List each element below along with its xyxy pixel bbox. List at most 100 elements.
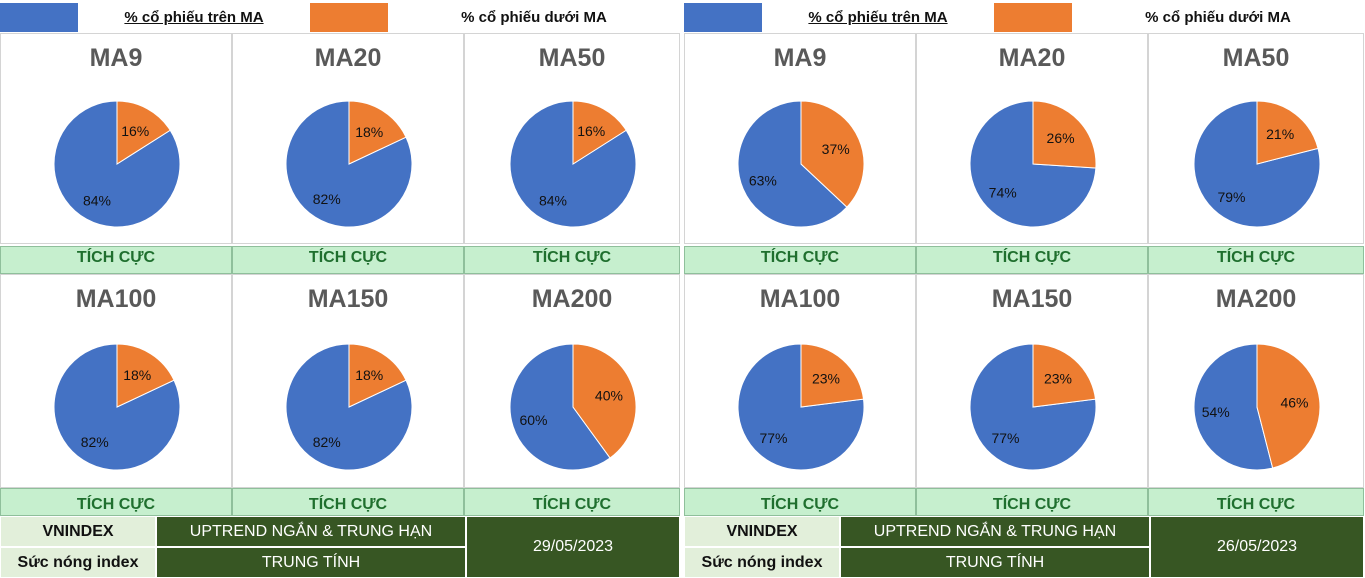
summary-footer: VNINDEX Sức nóng index UPTREND NGẮN & TRUN… — [0, 516, 680, 578]
status-ma150: TÍCH CỰC — [916, 488, 1148, 516]
label-above: 82% — [313, 434, 341, 450]
chart-ma150: MA150 82% 18% — [232, 274, 464, 488]
date-value: 29/05/2023 — [466, 516, 680, 578]
label-above: 74% — [989, 184, 1017, 200]
label-below: 26% — [1047, 130, 1075, 146]
legend-label-above: % cổ phiếu trên MA — [808, 9, 948, 26]
legend-swatch-above — [0, 3, 78, 32]
slice-below — [348, 343, 407, 408]
chart-title: MA50 — [538, 44, 606, 72]
label-above: 77% — [759, 430, 787, 446]
slice-above — [969, 343, 1097, 471]
slice-above — [1193, 343, 1274, 471]
chart-ma9: MA9 63% 37% — [684, 33, 916, 244]
index-label: VNINDEX — [0, 516, 156, 547]
status-ma20: TÍCH CỰC — [232, 246, 464, 274]
status-ma200: TÍCH CỰC — [464, 488, 680, 516]
status-ma9: TÍCH CỰC — [0, 246, 232, 274]
pie-svg: 82% 18% — [285, 100, 413, 228]
chart-ma200: MA200 54% 46% — [1148, 274, 1364, 488]
label-above: 77% — [991, 430, 1019, 446]
label-below: 18% — [123, 367, 151, 383]
status-ma20: TÍCH CỰC — [916, 246, 1148, 274]
legend-label-below: % cổ phiếu dưới MA — [461, 9, 607, 26]
slice-above — [509, 343, 611, 471]
chart-title: MA9 — [89, 44, 143, 72]
legend-label-below: % cổ phiếu dưới MA — [1145, 9, 1291, 26]
slice-below — [116, 100, 171, 165]
legend: % cổ phiếu trên MA % cổ phiếu dưới MA — [684, 3, 1364, 32]
trend-value: UPTREND NGẮN & TRUNG HẠN — [156, 516, 466, 547]
chart-ma50: MA50 79% 21% — [1148, 33, 1364, 244]
pie-svg: 60% 40% — [509, 343, 637, 471]
status-ma100: TÍCH CỰC — [0, 488, 232, 516]
label-above: 84% — [83, 192, 111, 208]
slice-below — [800, 100, 865, 208]
pie-svg: 77% 23% — [737, 343, 865, 471]
pie-svg: 82% 18% — [285, 343, 413, 471]
label-above: 82% — [313, 191, 341, 207]
panel-1: % cổ phiếu trên MA % cổ phiếu dưới MA MA9 8… — [0, 0, 680, 578]
panel-2: % cổ phiếu trên MA % cổ phiếu dưới MA MA9 6… — [684, 0, 1364, 578]
chart-title: MA150 — [991, 285, 1073, 313]
chart-title: MA50 — [1222, 44, 1290, 72]
slice-below — [1032, 343, 1097, 408]
chart-title: MA200 — [1215, 285, 1297, 313]
chart-ma200: MA200 60% 40% — [464, 274, 680, 488]
chart-ma50: MA50 84% 16% — [464, 33, 680, 244]
heat-label: Sức nóng index — [0, 547, 156, 578]
status-ma9: TÍCH CỰC — [684, 246, 916, 274]
slice-below — [572, 100, 627, 165]
trend-value: UPTREND NGẮN & TRUNG HẠN — [840, 516, 1150, 547]
legend-swatch-above — [684, 3, 762, 32]
heat-value: TRUNG TÍNH — [840, 547, 1150, 578]
legend-swatch-below — [994, 3, 1072, 32]
chart-title: MA100 — [75, 285, 157, 313]
slice-below — [116, 343, 175, 408]
label-above: 54% — [1202, 404, 1230, 420]
chart-title: MA100 — [759, 285, 841, 313]
status-ma50: TÍCH CỰC — [464, 246, 680, 274]
legend-label-above: % cổ phiếu trên MA — [124, 9, 264, 26]
slice-below — [1032, 100, 1097, 169]
label-above: 79% — [1217, 189, 1245, 205]
slice-below — [348, 100, 407, 165]
chart-ma150: MA150 77% 23% — [916, 274, 1148, 488]
chart-title: MA200 — [531, 285, 613, 313]
heat-label: Sức nóng index — [684, 547, 840, 578]
status-ma200: TÍCH CỰC — [1148, 488, 1364, 516]
date-value: 26/05/2023 — [1150, 516, 1364, 578]
slice-below — [1256, 100, 1319, 165]
label-above: 63% — [749, 173, 777, 189]
chart-title: MA9 — [773, 44, 827, 72]
pie-svg: 54% 46% — [1193, 343, 1321, 471]
slice-below — [800, 343, 865, 408]
label-below: 23% — [1044, 371, 1072, 387]
label-below: 18% — [355, 124, 383, 140]
chart-title: MA20 — [314, 44, 382, 72]
slice-above — [737, 343, 865, 471]
label-below: 16% — [121, 123, 149, 139]
status-ma150: TÍCH CỰC — [232, 488, 464, 516]
label-below: 37% — [822, 141, 850, 157]
pie-svg: 84% 16% — [53, 100, 181, 228]
legend: % cổ phiếu trên MA % cổ phiếu dưới MA — [0, 3, 680, 32]
pie-svg: 77% 23% — [969, 343, 1097, 471]
chart-ma20: MA20 74% 26% — [916, 33, 1148, 244]
label-below: 40% — [595, 387, 623, 403]
chart-ma100: MA100 82% 18% — [0, 274, 232, 488]
label-below: 46% — [1280, 394, 1308, 410]
label-above: 82% — [81, 434, 109, 450]
label-above: 84% — [539, 192, 567, 208]
chart-ma9: MA9 84% 16% — [0, 33, 232, 244]
chart-title: MA20 — [998, 44, 1066, 72]
pie-svg: 63% 37% — [737, 100, 865, 228]
label-below: 23% — [812, 371, 840, 387]
legend-swatch-below — [310, 3, 388, 32]
slice-below — [1256, 343, 1321, 469]
chart-title: MA150 — [307, 285, 389, 313]
pie-svg: 79% 21% — [1193, 100, 1321, 228]
summary-footer: VNINDEX Sức nóng index UPTREND NGẮN & TRUN… — [684, 516, 1364, 578]
pie-svg: 74% 26% — [969, 100, 1097, 228]
pie-svg: 82% 18% — [53, 343, 181, 471]
